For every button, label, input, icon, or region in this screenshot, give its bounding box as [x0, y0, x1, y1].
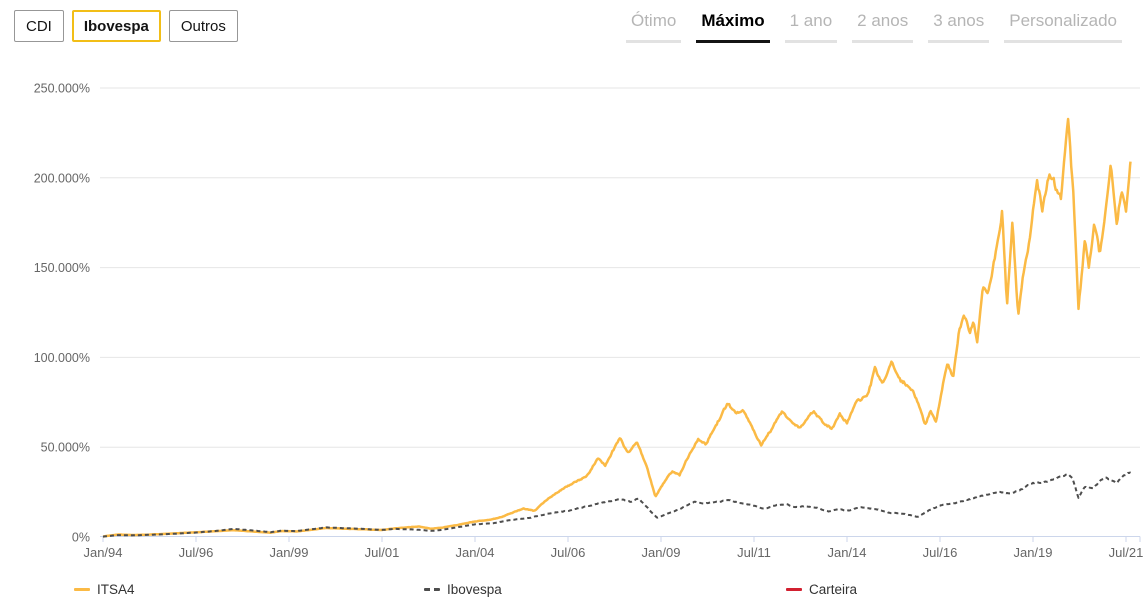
x-axis-label: Jan/09 — [641, 545, 680, 560]
range-tab-2anos[interactable]: 2 anos — [852, 11, 914, 43]
x-axis-label: Jan/19 — [1013, 545, 1052, 560]
series-line-itsa4 — [102, 117, 1132, 538]
benchmark-button-ibovespa[interactable]: Ibovespa — [71, 10, 161, 42]
legend-item-carteira[interactable]: Carteira — [786, 582, 857, 597]
range-tab-personalizado[interactable]: Personalizado — [1004, 11, 1122, 43]
carteira-line-swatch — [786, 588, 802, 591]
x-axis-label: Jul/06 — [551, 545, 586, 560]
range-tab-3anos[interactable]: 3 anos — [928, 11, 990, 43]
itsa4-line-swatch — [74, 588, 90, 591]
y-axis-label: 200.000% — [34, 171, 90, 185]
x-axis-label: Jul/96 — [179, 545, 214, 560]
range-tab-otimo[interactable]: Ótimo — [625, 11, 682, 43]
x-axis-label: Jul/21 — [1109, 545, 1144, 560]
range-tab-1ano[interactable]: 1 ano — [784, 11, 838, 43]
y-axis-label: 0% — [72, 531, 90, 545]
range-tab-bar: Ótimo Máximo 1 ano 2 anos 3 anos Persona… — [625, 11, 1122, 43]
x-axis-label: Jul/11 — [737, 545, 771, 560]
legend-label-ibovespa: Ibovespa — [447, 582, 502, 597]
legend-label-itsa4: ITSA4 — [97, 582, 135, 597]
benchmark-button-outros[interactable]: Outros — [168, 10, 238, 42]
performance-chart: 0% 50.000% 100.000% 150.000% 200.000% 250.000… — [34, 82, 1144, 561]
y-axis-label: 100.000% — [34, 351, 90, 365]
x-axis-label: Jan/99 — [269, 545, 308, 560]
benchmark-button-cdi[interactable]: CDI — [14, 10, 64, 42]
x-axis-label: Jul/16 — [923, 545, 958, 560]
legend-item-itsa4[interactable]: ITSA4 — [74, 582, 135, 597]
y-axis-label: 50.000% — [41, 441, 90, 455]
benchmark-button-group: CDI Ibovespa Outros — [14, 10, 238, 42]
legend-label-carteira: Carteira — [809, 582, 858, 597]
y-axis-label: 250.000% — [34, 82, 90, 96]
legend-item-ibovespa[interactable]: Ibovespa — [424, 582, 502, 597]
y-axis-label: 150.000% — [34, 261, 90, 275]
x-axis-label: Jan/04 — [455, 545, 494, 560]
ibovespa-dashed-line-swatch — [424, 588, 440, 591]
x-axis-label: Jan/14 — [827, 545, 866, 560]
series-line-ibovespa — [102, 471, 1132, 538]
x-axis-label: Jul/01 — [365, 545, 400, 560]
range-tab-maximo[interactable]: Máximo — [696, 11, 770, 43]
x-axis-label: Jan/94 — [83, 545, 122, 560]
